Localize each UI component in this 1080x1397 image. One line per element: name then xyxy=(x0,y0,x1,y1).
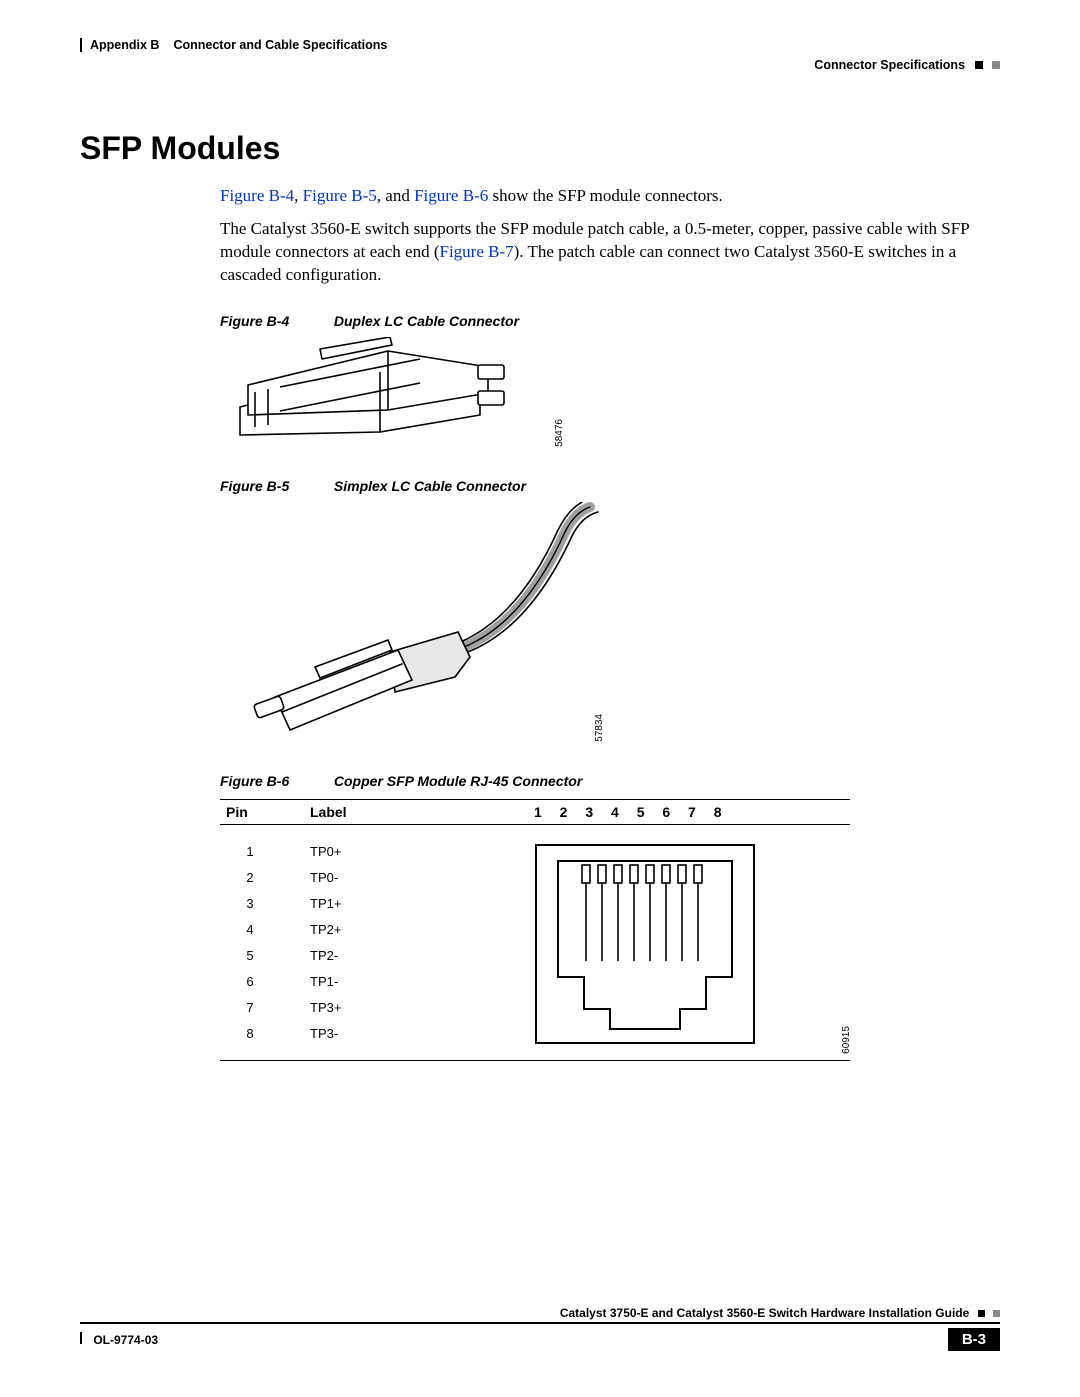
pin-rows: 1TP0+2TP0-3TP1+4TP2+5TP2-6TP1-7TP3+8TP3- xyxy=(220,839,530,1054)
page-footer: Catalyst 3750-E and Catalyst 3560-E Swit… xyxy=(80,1306,1000,1351)
cell-label: TP1- xyxy=(310,969,530,995)
appendix-label: Appendix B xyxy=(90,38,159,52)
cell-label: TP3- xyxy=(310,1021,530,1047)
section-label: Connector Specifications xyxy=(814,58,965,72)
header-rule xyxy=(80,38,82,52)
cell-label: TP2- xyxy=(310,943,530,969)
footer-bottom-row: OL-9774-03 B-3 xyxy=(80,1328,1000,1351)
cell-pin: 3 xyxy=(220,891,310,917)
figure-caption: Figure B-4 Duplex LC Cable Connector xyxy=(220,313,1000,329)
intro-paragraph: Figure B-4, Figure B-5, and Figure B-6 s… xyxy=(220,185,1000,208)
footer-doc-id: OL-9774-03 xyxy=(80,1332,158,1347)
section-title: SFP Modules xyxy=(80,130,1000,167)
page-number-badge: B-3 xyxy=(948,1328,1000,1351)
cell-pin: 7 xyxy=(220,995,310,1021)
figure-link[interactable]: Figure B-5 xyxy=(303,186,377,205)
table-row: 4TP2+ xyxy=(220,917,530,943)
page-header-top: Appendix B Connector and Cable Specifica… xyxy=(80,38,1000,52)
page-header-sub: Connector Specifications xyxy=(80,58,1000,72)
figure-number: Figure B-5 xyxy=(220,478,330,494)
figure-id: 60915 xyxy=(841,1026,852,1054)
table-header-row: Pin Label 1 2 3 4 5 6 7 8 xyxy=(220,799,850,825)
table-row: 7TP3+ xyxy=(220,995,530,1021)
figure-number: Figure B-4 xyxy=(220,313,330,329)
column-header-label: Label xyxy=(310,804,530,820)
figure-b4-image: 58476 xyxy=(220,337,1000,452)
cell-label: TP3+ xyxy=(310,995,530,1021)
figure-id: 58476 xyxy=(554,419,565,447)
cell-pin: 2 xyxy=(220,865,310,891)
column-header-pinnums: 1 2 3 4 5 6 7 8 xyxy=(530,804,850,820)
figure-b5-image: 57834 xyxy=(220,502,1000,747)
cell-label: TP2+ xyxy=(310,917,530,943)
figure-caption: Figure B-6 Copper SFP Module RJ-45 Conne… xyxy=(220,773,1000,789)
footer-marker-icon xyxy=(993,1310,1000,1317)
figure-title: Duplex LC Cable Connector xyxy=(334,313,519,329)
column-header-pin: Pin xyxy=(220,804,310,820)
table-row: 8TP3- xyxy=(220,1021,530,1047)
table-row: 5TP2- xyxy=(220,943,530,969)
cell-label: TP0- xyxy=(310,865,530,891)
figure-link[interactable]: Figure B-7 xyxy=(440,242,514,261)
cell-pin: 4 xyxy=(220,917,310,943)
cell-pin: 6 xyxy=(220,969,310,995)
table-row: 3TP1+ xyxy=(220,891,530,917)
figure-link[interactable]: Figure B-6 xyxy=(414,186,488,205)
figure-caption: Figure B-5 Simplex LC Cable Connector xyxy=(220,478,1000,494)
document-page: Appendix B Connector and Cable Specifica… xyxy=(0,0,1080,1397)
rj45-diagram: 60915 xyxy=(530,839,850,1054)
table-row: 2TP0- xyxy=(220,865,530,891)
table-row: 6TP1- xyxy=(220,969,530,995)
figure-title: Copper SFP Module RJ-45 Connector xyxy=(334,773,582,789)
table-row: 1TP0+ xyxy=(220,839,530,865)
cell-pin: 1 xyxy=(220,839,310,865)
figure-title: Simplex LC Cable Connector xyxy=(334,478,526,494)
cell-label: TP0+ xyxy=(310,839,530,865)
footer-marker-icon xyxy=(978,1310,985,1317)
figure-link[interactable]: Figure B-4 xyxy=(220,186,294,205)
header-marker-icon xyxy=(975,61,983,69)
cell-pin: 8 xyxy=(220,1021,310,1047)
chapter-label: Connector and Cable Specifications xyxy=(173,38,387,52)
footer-guide-title: Catalyst 3750-E and Catalyst 3560-E Swit… xyxy=(80,1306,1000,1324)
pin-table: Pin Label 1 2 3 4 5 6 7 8 1TP0+2TP0-3TP1… xyxy=(220,799,850,1061)
footer-rule xyxy=(80,1332,82,1344)
cell-pin: 5 xyxy=(220,943,310,969)
header-marker-icon xyxy=(992,61,1000,69)
table-body: 1TP0+2TP0-3TP1+4TP2+5TP2-6TP1-7TP3+8TP3- xyxy=(220,825,850,1061)
cell-label: TP1+ xyxy=(310,891,530,917)
body-paragraph: The Catalyst 3560-E switch supports the … xyxy=(220,218,1000,287)
figure-number: Figure B-6 xyxy=(220,773,330,789)
figure-id: 57834 xyxy=(594,714,605,742)
